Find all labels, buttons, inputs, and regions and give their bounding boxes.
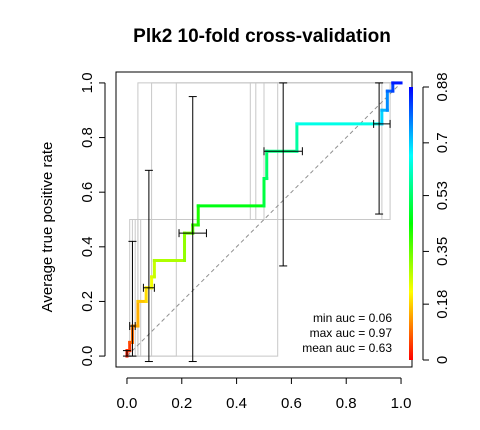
y-tick-label: 0.6	[79, 182, 96, 203]
vertical-error-bar	[128, 240, 137, 357]
x-axis: 0.0 0.2 0.4 0.6 0.8 1.0	[117, 377, 412, 412]
colorbar-tick-label: 0	[434, 356, 451, 364]
y-axis: 0.0 0.2 0.4 0.6 0.8 1.0	[79, 72, 106, 367]
auc-min-annotation: min auc = 0.06	[313, 311, 392, 325]
auc-annotations: min auc = 0.06 max auc = 0.97 mean auc =…	[302, 311, 392, 355]
colorbar-tick-label: 0.18	[434, 290, 451, 319]
vertical-error-bar	[279, 82, 288, 267]
x-tick-label: 0.0	[117, 395, 138, 412]
horizontal-error-bar	[263, 147, 303, 156]
y-tick-label: 0.8	[79, 127, 96, 148]
y-tick-label: 0.0	[79, 346, 96, 367]
x-tick-label: 0.6	[281, 395, 302, 412]
auc-max-annotation: max auc = 0.97	[310, 326, 393, 340]
colorbar-tick-label: 0.35	[434, 237, 451, 266]
colorbar-ramp	[409, 87, 413, 360]
vertical-error-bar	[144, 169, 153, 363]
colorbar-tick-label: 0.88	[434, 72, 451, 101]
chart-title: Plk2 10-fold cross-validation	[133, 26, 391, 47]
colorbar-tick-label: 0.7	[434, 132, 451, 153]
horizontal-error-bar	[373, 119, 391, 128]
colorbar-tick-label: 0.53	[434, 181, 451, 210]
x-tick-label: 0.2	[171, 395, 192, 412]
error-bars	[122, 82, 391, 363]
vertical-error-bar	[188, 96, 197, 363]
y-tick-label: 1.0	[79, 72, 96, 93]
y-tick-label: 0.4	[79, 236, 96, 257]
y-axis-label: Average true positive rate	[39, 142, 56, 313]
x-tick-label: 1.0	[391, 395, 412, 412]
horizontal-error-bar	[178, 229, 207, 238]
horizontal-error-bar	[129, 322, 136, 331]
horizontal-error-bar	[142, 283, 155, 292]
vertical-error-bar	[375, 82, 384, 215]
x-tick-label: 0.8	[336, 395, 357, 412]
x-tick-label: 0.4	[226, 395, 247, 412]
diagonal-reference-line	[126, 82, 402, 357]
y-tick-label: 0.2	[79, 291, 96, 312]
auc-mean-annotation: mean auc = 0.63	[302, 341, 392, 355]
colorbar: 0 0.18 0.35 0.53 0.7 0.88	[409, 72, 451, 364]
